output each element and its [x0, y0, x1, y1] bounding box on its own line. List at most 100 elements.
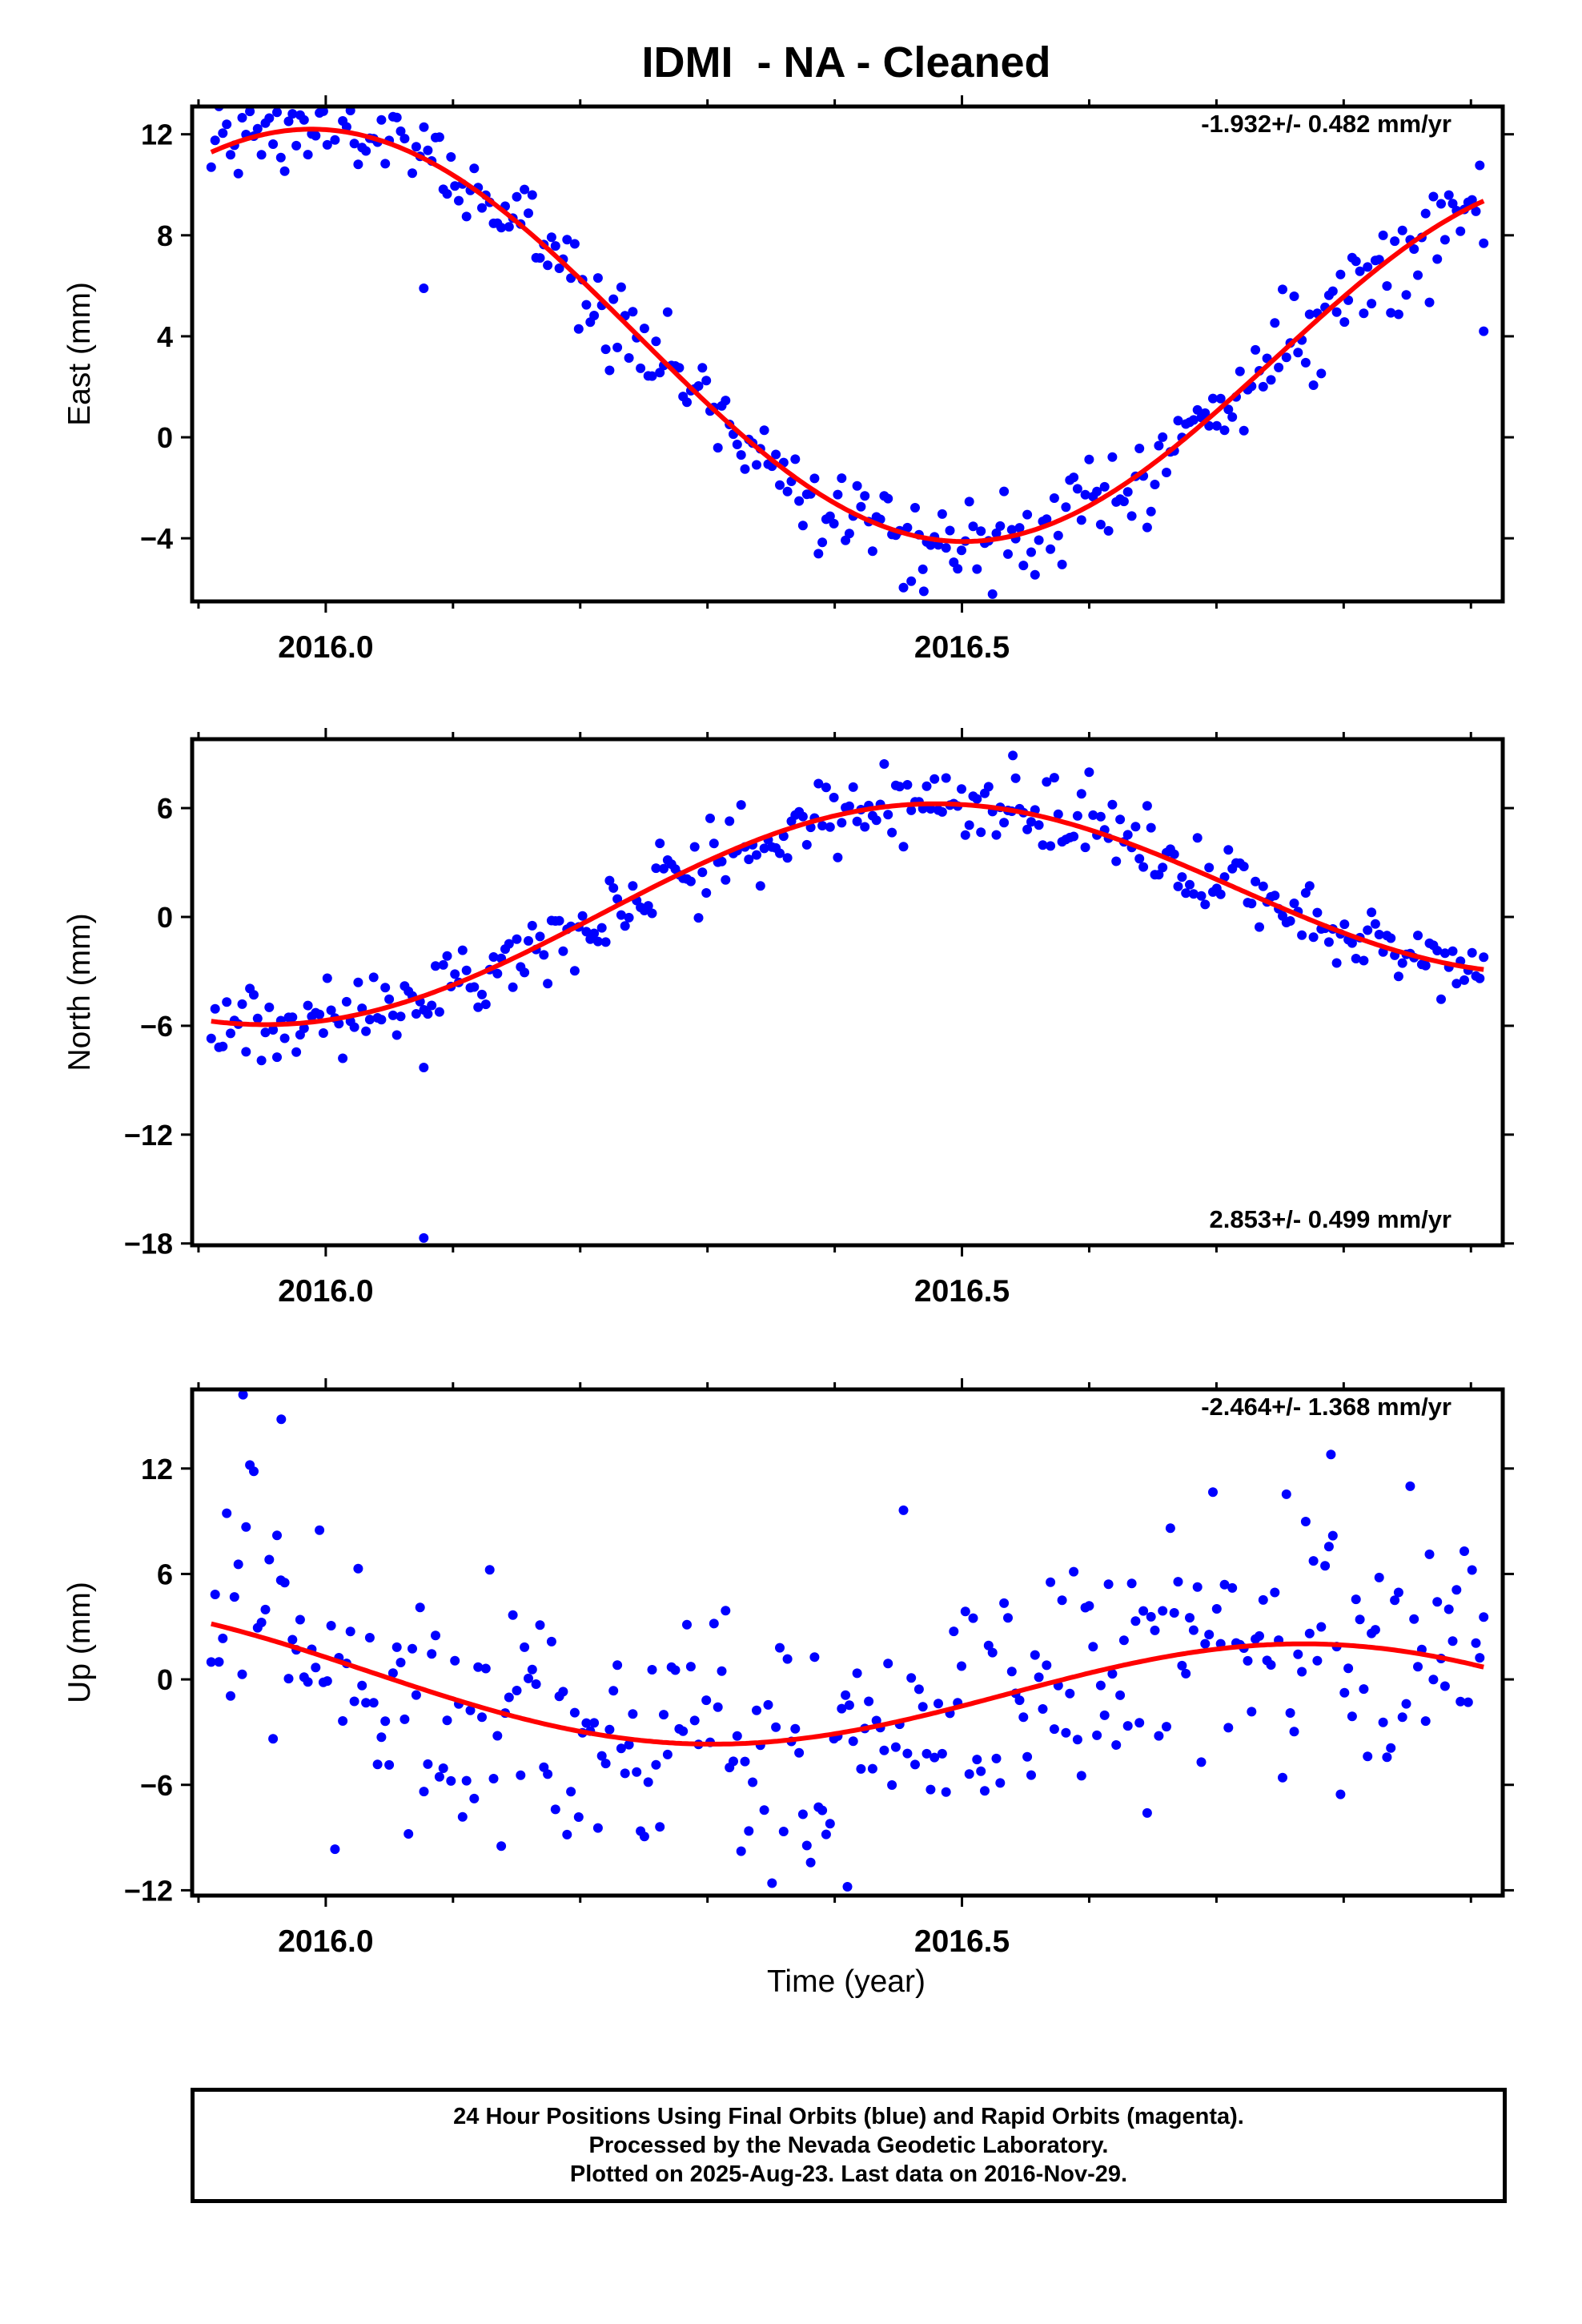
data-point — [1142, 801, 1152, 811]
data-point — [1266, 375, 1276, 385]
data-point — [628, 1709, 638, 1719]
data-point — [345, 107, 355, 115]
data-point — [1192, 833, 1203, 843]
data-point — [1192, 404, 1203, 415]
data-point — [670, 1665, 681, 1675]
data-point — [1173, 881, 1183, 891]
data-point — [729, 1756, 738, 1767]
data-point — [1049, 493, 1059, 503]
data-point — [1363, 925, 1373, 935]
data-point — [999, 486, 1010, 497]
data-point — [349, 1022, 359, 1032]
data-point — [709, 838, 719, 849]
data-point — [1069, 1566, 1079, 1577]
data-point — [291, 1047, 302, 1057]
data-point — [1208, 1487, 1218, 1498]
data-point — [1188, 415, 1199, 425]
data-point — [1258, 381, 1268, 392]
data-point — [1367, 907, 1377, 918]
east-panel: −4 0 4 8 12 East (mm) 2016.0 2016.5 -1.932+/- 0.… — [62, 95, 1514, 665]
data-point — [825, 822, 835, 832]
data-point — [1323, 937, 1334, 947]
data-point — [1061, 502, 1071, 513]
data-point — [608, 883, 619, 893]
data-point — [879, 1745, 889, 1755]
x-tick-label: 2016.5 — [914, 1274, 1010, 1309]
data-point — [1095, 520, 1106, 529]
data-point — [245, 107, 255, 117]
data-point — [241, 1047, 251, 1057]
up-panel: −12 −6 0 6 12 Up (mm) 2016.0 2016.5 -2.464+/- 1.… — [62, 1378, 1514, 1959]
data-point — [732, 1731, 742, 1741]
data-point — [748, 1777, 758, 1787]
data-point — [260, 1604, 271, 1614]
data-point — [1022, 824, 1033, 834]
data-point — [837, 818, 847, 828]
data-point — [516, 1770, 526, 1780]
data-point — [1436, 199, 1446, 209]
data-point — [1475, 160, 1485, 171]
data-point — [655, 368, 665, 378]
data-point — [1255, 1630, 1264, 1641]
data-point — [1134, 444, 1145, 453]
data-point — [550, 1804, 560, 1815]
data-point-outlier — [918, 586, 929, 597]
data-point — [1382, 281, 1392, 292]
data-point — [1355, 1614, 1365, 1625]
data-point — [740, 1756, 750, 1767]
data-point — [484, 1565, 495, 1575]
data-point — [852, 816, 862, 826]
data-point — [1447, 1636, 1458, 1647]
data-point — [964, 820, 974, 830]
data-point — [411, 1690, 421, 1700]
data-point — [461, 1775, 472, 1786]
data-point — [581, 1718, 592, 1728]
data-point — [1014, 523, 1025, 533]
data-point — [1022, 509, 1033, 520]
data-point — [1188, 889, 1199, 899]
data-point — [376, 1732, 387, 1743]
data-point — [1022, 1751, 1033, 1762]
data-point — [222, 1508, 232, 1518]
data-point — [775, 1642, 785, 1653]
data-point — [1239, 862, 1249, 871]
data-point — [775, 848, 785, 858]
data-point — [233, 1559, 243, 1570]
data-point — [797, 1809, 808, 1819]
data-point — [856, 501, 866, 512]
data-point — [1219, 425, 1230, 436]
data-point — [1439, 1681, 1450, 1691]
data-point — [1397, 1712, 1407, 1723]
data-point — [949, 1626, 959, 1637]
data-point — [1099, 1710, 1110, 1720]
data-point — [941, 543, 951, 553]
data-point — [1084, 767, 1094, 778]
y-axis-label: Up (mm) — [62, 1582, 97, 1703]
data-point — [218, 1633, 228, 1643]
y-tick-label: 4 — [157, 320, 173, 353]
data-point — [976, 1766, 986, 1776]
data-point — [682, 1619, 692, 1630]
data-point — [917, 1702, 928, 1712]
data-point — [682, 397, 692, 408]
data-point — [1297, 930, 1307, 940]
data-point — [995, 521, 1006, 531]
velocity-annotation: -1.932+/- 0.482 mm/yr — [1201, 110, 1452, 138]
data-point — [338, 1716, 348, 1726]
data-point — [1378, 1717, 1388, 1727]
data-point — [477, 203, 487, 213]
data-point — [361, 146, 371, 156]
data-point — [461, 211, 472, 222]
data-point — [438, 959, 448, 970]
data-point — [1006, 1667, 1017, 1677]
data-point — [229, 1592, 239, 1602]
data-point — [999, 1598, 1010, 1608]
data-point — [1351, 1594, 1361, 1605]
data-point — [778, 1827, 789, 1836]
data-point — [837, 1703, 847, 1714]
data-point — [1092, 1730, 1102, 1740]
data-point — [596, 1751, 607, 1761]
data-point-outlier — [1008, 750, 1018, 761]
data-point — [1084, 454, 1094, 464]
data-point — [446, 1775, 456, 1786]
